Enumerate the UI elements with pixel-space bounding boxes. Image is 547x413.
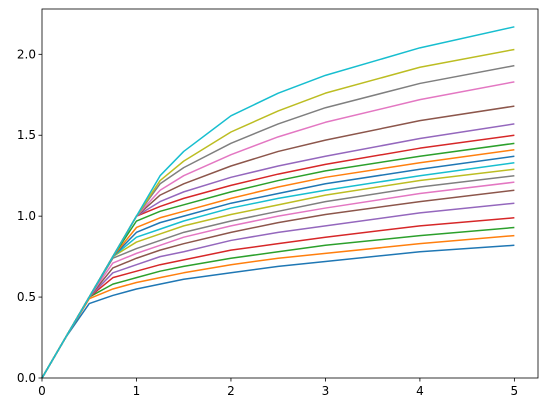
line — [41, 64, 515, 379]
line — [41, 162, 515, 379]
line — [41, 155, 515, 379]
y-tick-label: 0.5 — [17, 290, 36, 304]
y-tick-label: 0.0 — [17, 371, 36, 385]
y-tick-label: 2.0 — [17, 47, 36, 61]
line — [41, 123, 515, 379]
line — [41, 48, 515, 379]
line — [41, 142, 515, 379]
line — [41, 174, 515, 379]
plot-frame — [41, 8, 539, 379]
x-tick-label: 3 — [322, 384, 330, 398]
x-tick-label: 5 — [511, 384, 519, 398]
line — [41, 81, 515, 379]
y-tick-label: 1.0 — [17, 209, 36, 223]
x-tick-label: 4 — [416, 384, 424, 398]
x-tick-label: 2 — [227, 384, 235, 398]
line — [41, 202, 515, 379]
line — [41, 244, 515, 379]
x-tick-label: 1 — [133, 384, 141, 398]
y-tick-label: 1.5 — [17, 128, 36, 142]
x-tick-label: 0 — [38, 384, 46, 398]
line — [41, 26, 515, 379]
